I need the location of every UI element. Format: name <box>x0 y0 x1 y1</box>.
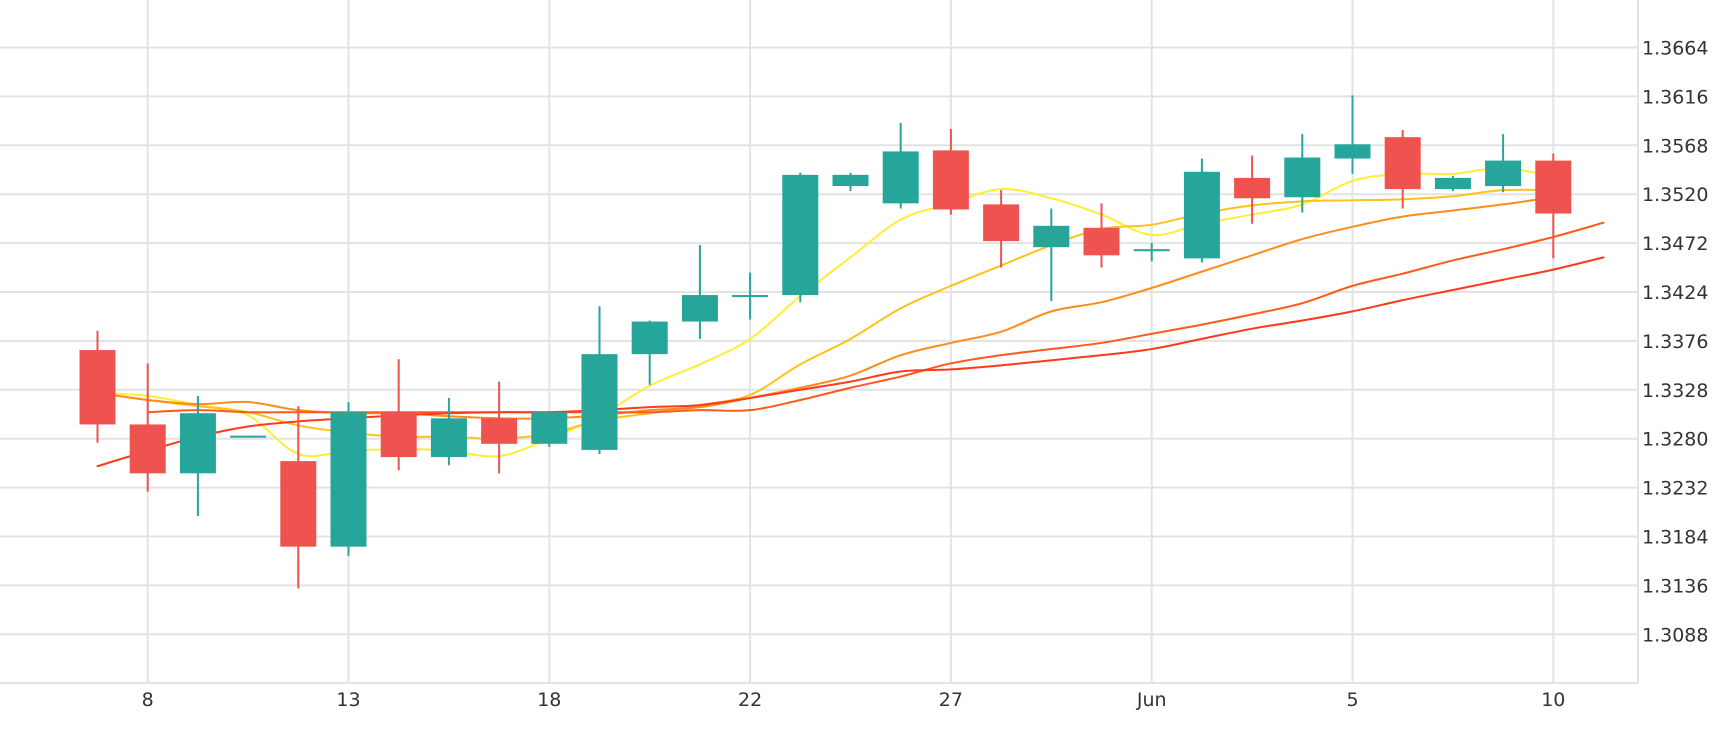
candle-body <box>1384 137 1421 190</box>
candle-body <box>179 413 216 474</box>
candle <box>1133 243 1170 262</box>
moving-average-line-5 <box>96 256 1605 468</box>
x-tick-label: 13 <box>336 689 360 711</box>
candle-body <box>380 412 417 458</box>
candle <box>631 320 668 385</box>
x-tick-label: 27 <box>939 689 963 711</box>
candle-body <box>230 435 267 438</box>
candle <box>1485 134 1522 193</box>
candle-body <box>983 204 1020 242</box>
candle-body <box>531 412 568 444</box>
x-tick-label: 18 <box>537 689 561 711</box>
candle-body <box>79 350 116 425</box>
y-axis: 1.3088 1.3136 1.3184 1.3232 1.3280 1.3328 1.33… <box>1642 38 1708 647</box>
candle <box>129 363 166 492</box>
candle <box>681 245 718 339</box>
y-tick-label: 1.3136 <box>1642 575 1708 597</box>
candle-body <box>832 174 869 187</box>
candle-body <box>481 418 518 444</box>
candle-body <box>1434 177 1471 190</box>
y-tick-label: 1.3184 <box>1642 527 1708 549</box>
y-tick-label: 1.3568 <box>1642 135 1708 157</box>
y-tick-label: 1.3520 <box>1642 184 1708 206</box>
y-tick-label: 1.3664 <box>1642 38 1708 60</box>
y-tick-label: 1.3088 <box>1642 624 1708 646</box>
x-tick-label: Jun <box>1136 689 1167 711</box>
candle-body <box>1033 225 1070 248</box>
candle-body <box>1183 171 1220 259</box>
candle-body <box>882 151 919 204</box>
candle <box>932 129 969 215</box>
grid-layer <box>0 0 1639 684</box>
y-tick-label: 1.3232 <box>1642 478 1708 500</box>
candle <box>832 172 869 192</box>
moving-average-line-4 <box>146 221 1605 414</box>
candle-body <box>782 174 819 296</box>
candle-body <box>1083 227 1120 256</box>
y-tick-label: 1.3280 <box>1642 429 1708 451</box>
candle-body <box>1535 160 1572 214</box>
candle-body <box>1284 157 1321 198</box>
y-tick-label: 1.3424 <box>1642 282 1708 304</box>
candle <box>732 272 769 320</box>
candle <box>179 395 216 517</box>
y-tick-label: 1.3328 <box>1642 380 1708 402</box>
candles-layer <box>79 95 1572 589</box>
y-tick-label: 1.3472 <box>1642 233 1708 255</box>
candle <box>1334 95 1371 174</box>
candle <box>1284 134 1321 213</box>
y-tick-label: 1.3376 <box>1642 331 1708 353</box>
candle-body <box>129 424 166 474</box>
candle <box>79 330 116 443</box>
candle <box>430 397 467 466</box>
x-axis: 8 13 18 22 27 Jun 5 10 <box>142 689 1566 711</box>
candle <box>1083 203 1120 268</box>
candle-body <box>1133 249 1170 252</box>
candle <box>983 190 1020 268</box>
candle <box>1434 175 1471 192</box>
x-tick-label: 10 <box>1541 689 1565 711</box>
candle-body <box>1234 177 1271 199</box>
candle <box>1234 155 1271 224</box>
candle-body <box>430 418 467 458</box>
candle <box>882 122 919 209</box>
candle <box>280 406 317 589</box>
candle <box>531 412 568 447</box>
candle-body <box>1334 144 1371 159</box>
candle <box>330 402 367 556</box>
candle <box>1183 158 1220 263</box>
x-tick-label: 8 <box>142 689 154 711</box>
candle-body <box>681 295 718 322</box>
x-tick-label: 5 <box>1346 689 1358 711</box>
candle <box>230 435 267 438</box>
candle-body <box>732 295 769 298</box>
candle <box>1535 153 1572 259</box>
moving-average-layer <box>96 166 1605 468</box>
y-tick-label: 1.3616 <box>1642 86 1708 108</box>
candle-body <box>932 150 969 210</box>
candle <box>380 359 417 471</box>
candle-body <box>1485 160 1522 187</box>
candle-body <box>330 412 367 547</box>
candle-body <box>631 321 668 355</box>
candle <box>1033 208 1070 302</box>
candle <box>782 172 819 303</box>
candle-body <box>581 354 618 450</box>
candle <box>481 381 518 474</box>
candle-body <box>280 461 317 547</box>
x-tick-label: 22 <box>738 689 762 711</box>
candle <box>1384 130 1421 209</box>
candle <box>581 306 618 454</box>
